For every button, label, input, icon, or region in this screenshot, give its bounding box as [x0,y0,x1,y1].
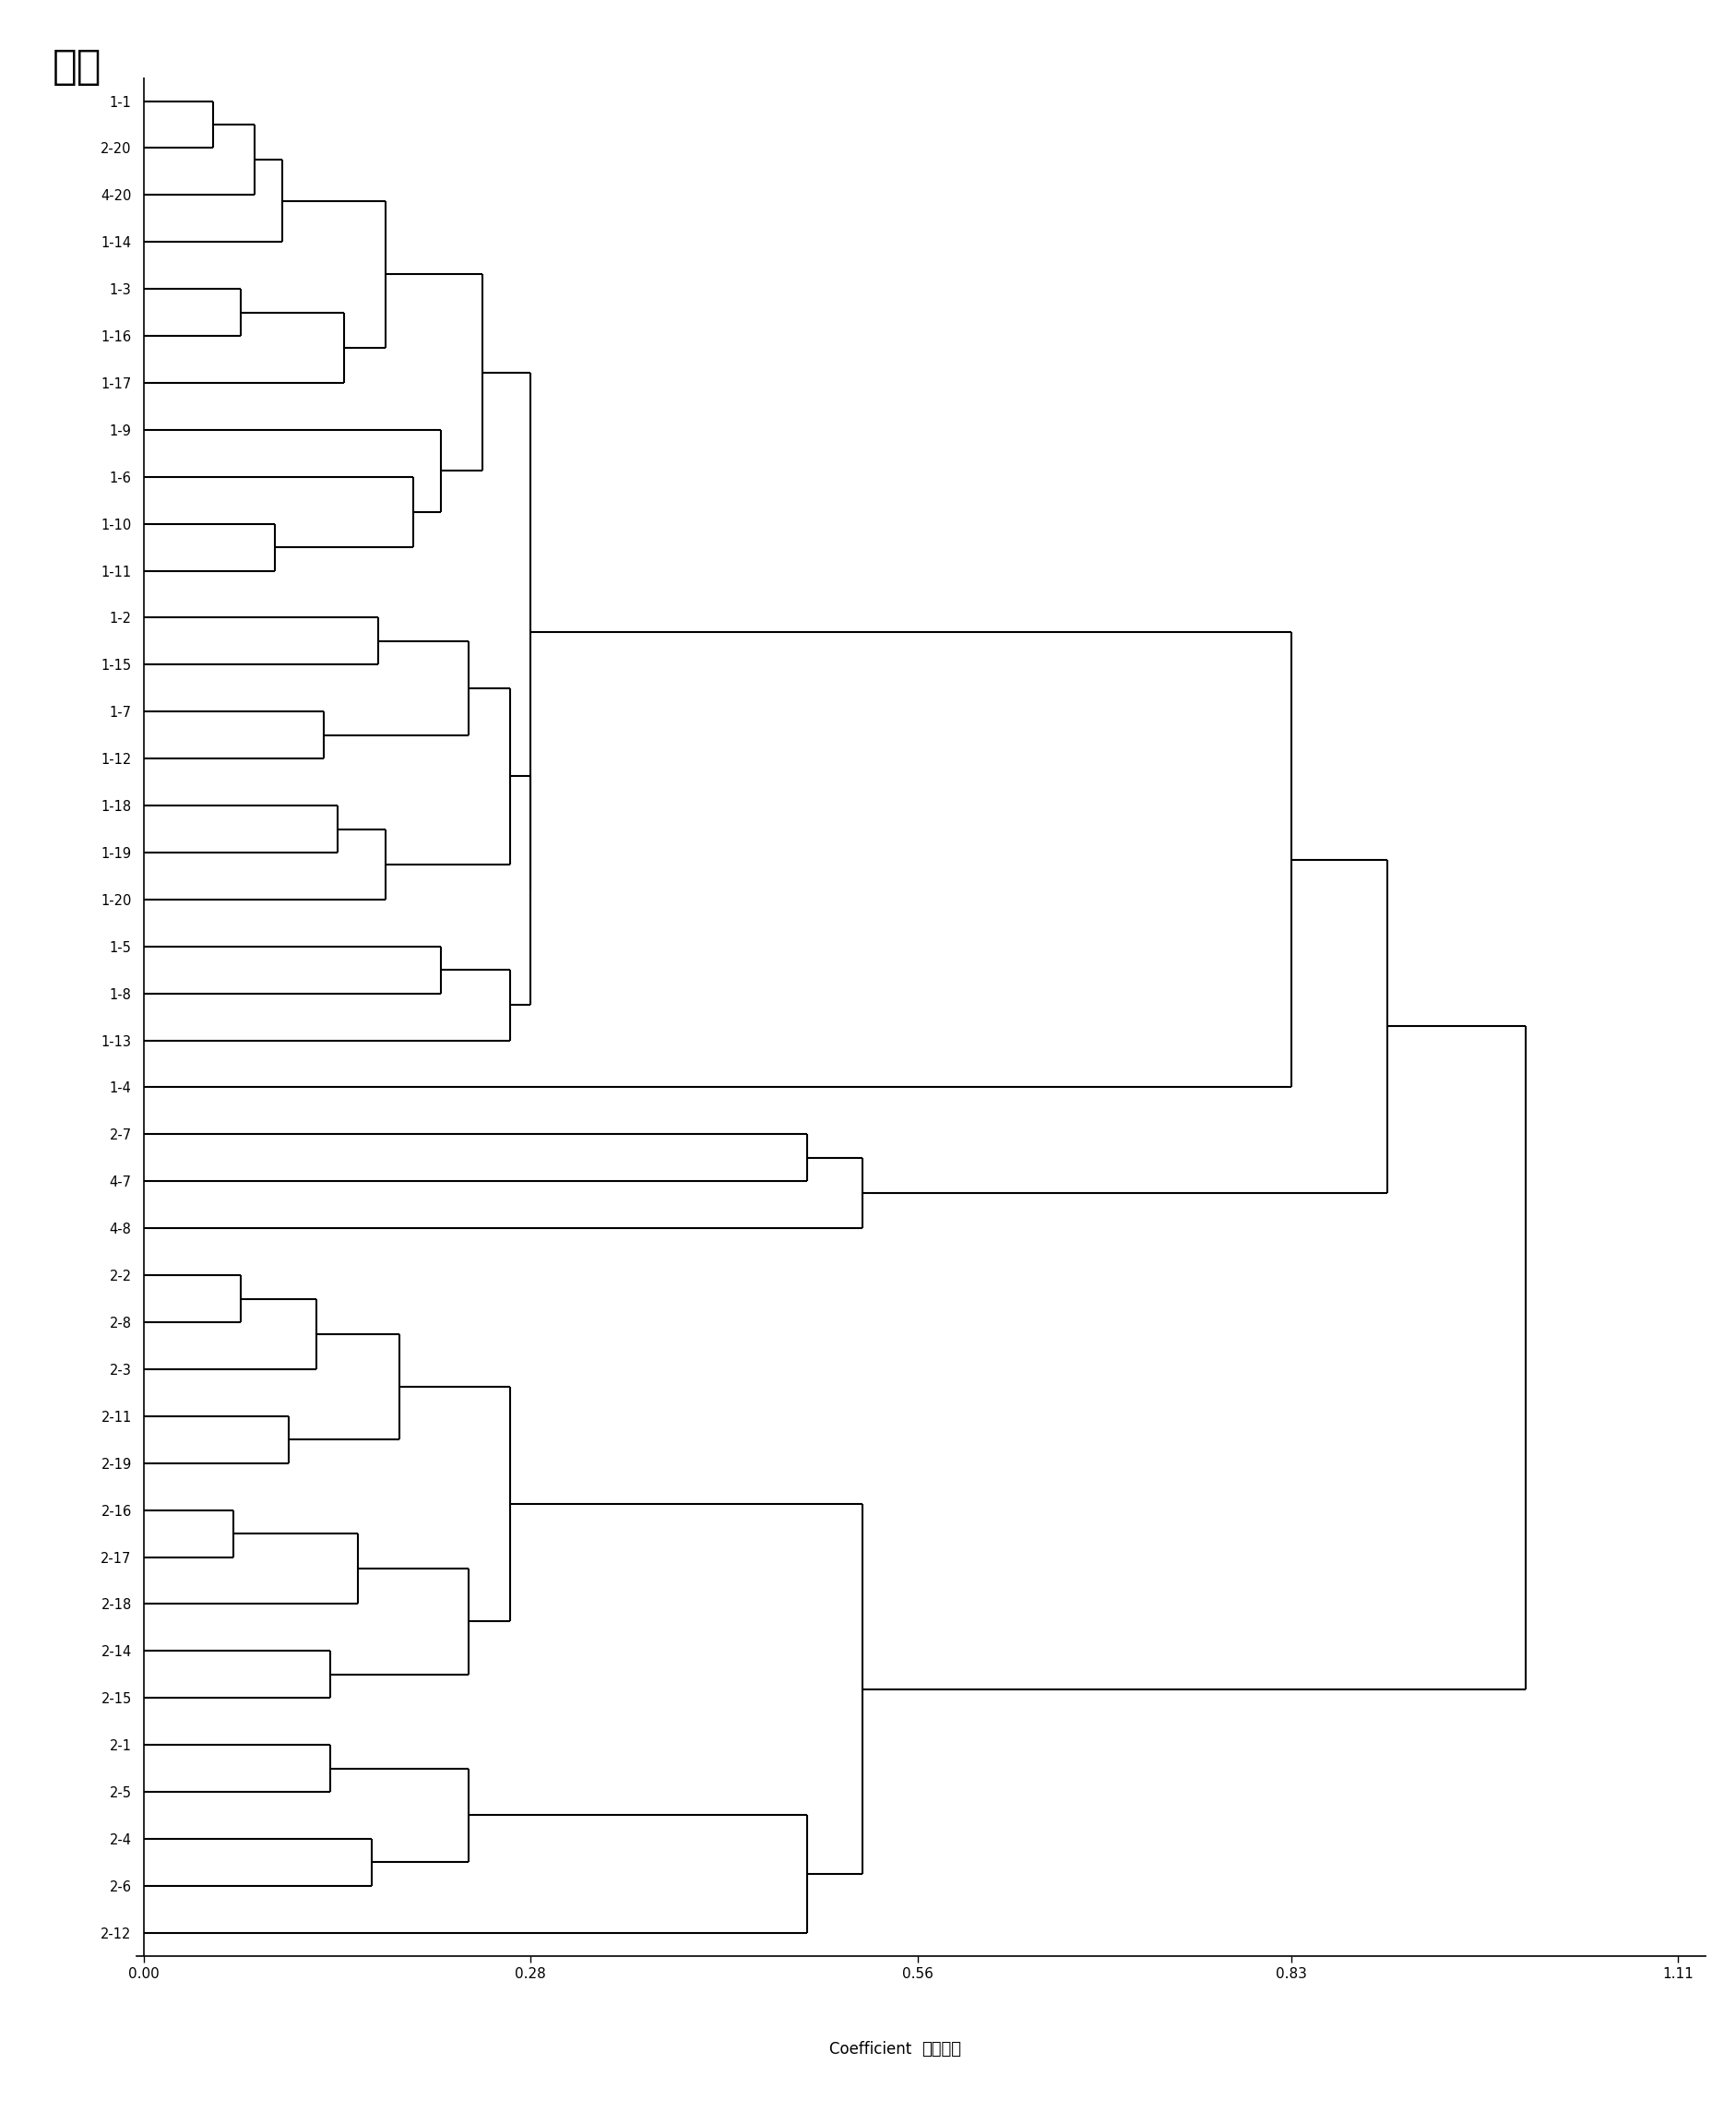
Text: （系数）: （系数） [920,2041,960,2058]
Text: Coefficient: Coefficient [828,2041,920,2058]
Text: 竹体: 竹体 [52,47,101,87]
